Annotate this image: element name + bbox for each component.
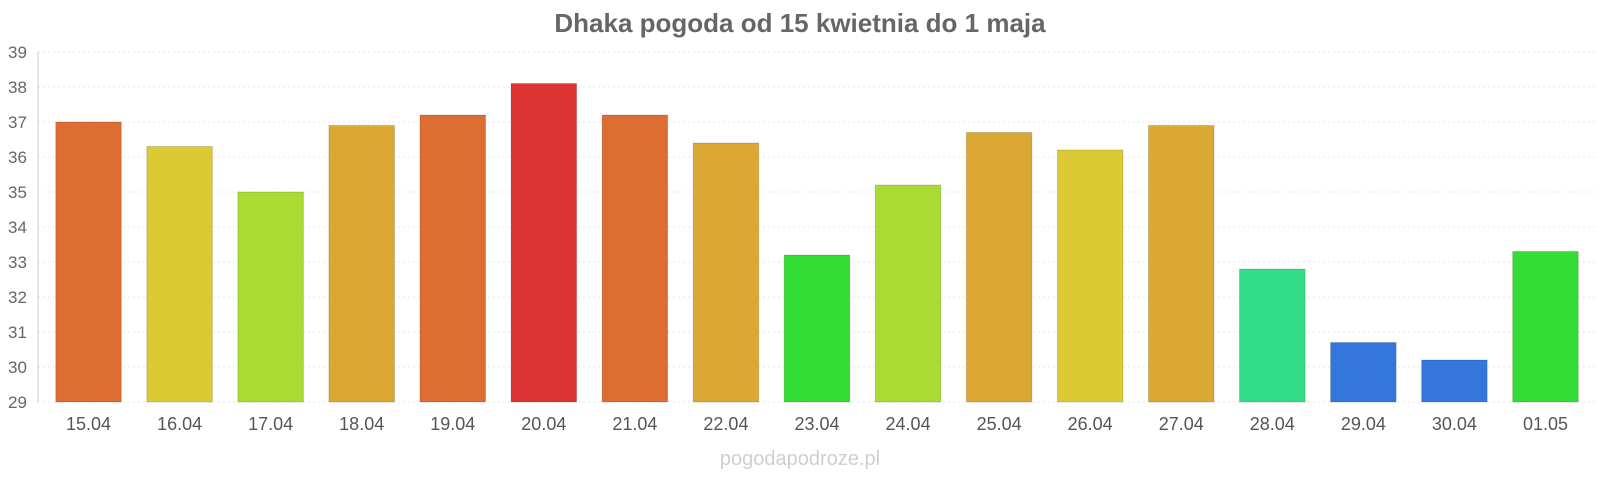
bar-30.04[interactable] [1421, 359, 1488, 403]
x-tick-label: 18.04 [339, 414, 384, 434]
bar-15.04[interactable] [55, 121, 122, 403]
y-tick-label: 38 [8, 78, 27, 97]
y-tick-label: 29 [8, 393, 27, 412]
x-tick-label: 01.05 [1523, 414, 1568, 434]
x-tick-label: 16.04 [157, 414, 202, 434]
bar-27.04[interactable] [1147, 125, 1215, 403]
x-tick-label: 25.04 [977, 414, 1022, 434]
bar-17.04[interactable] [237, 191, 304, 403]
y-tick-label: 36 [8, 148, 27, 167]
bar-26.04[interactable] [1056, 149, 1124, 403]
x-tick-label: 27.04 [1159, 414, 1204, 434]
x-tick-label: 30.04 [1432, 414, 1477, 434]
y-tick-label: 30 [8, 358, 27, 377]
bar-16.04[interactable] [146, 146, 213, 403]
y-tick-label: 39 [8, 43, 27, 62]
x-tick-label: 17.04 [248, 414, 293, 434]
y-tick-label: 32 [8, 288, 27, 307]
bar-24.04[interactable] [874, 184, 942, 403]
bar-28.04[interactable] [1239, 268, 1306, 403]
bar-01.05[interactable] [1512, 251, 1579, 403]
y-tick-label: 33 [8, 253, 27, 272]
bar-18.04[interactable] [328, 125, 395, 403]
y-tick-label: 37 [8, 113, 27, 132]
bar-21.04[interactable] [601, 114, 669, 403]
x-tick-label: 23.04 [794, 414, 839, 434]
x-tick-label: 19.04 [430, 414, 475, 434]
watermark: pogodapodroze.pl [719, 448, 881, 470]
bar-23.04[interactable] [783, 254, 851, 403]
x-tick-label: 26.04 [1068, 414, 1113, 434]
y-tick-label: 34 [8, 218, 27, 237]
x-tick-label: 22.04 [703, 414, 748, 434]
bars [55, 83, 1579, 403]
bar-22.04[interactable] [692, 142, 760, 403]
x-tick-label: 21.04 [612, 414, 657, 434]
x-tick-label: 28.04 [1250, 414, 1295, 434]
x-tick-label: 15.04 [66, 414, 111, 434]
bar-20.04[interactable] [510, 83, 578, 403]
bar-19.04[interactable] [419, 114, 487, 403]
chart-title: Dhaka pogoda od 15 kwietnia do 1 maja [554, 8, 1046, 38]
x-tick-label: 24.04 [886, 414, 931, 434]
y-tick-label: 35 [8, 183, 27, 202]
x-axis-ticks: 15.04 16.04 17.04 18.04 19.04 20.04 21.04 22.04… [66, 414, 1568, 434]
y-axis-ticks: 29 30 31 32 33 34 35 36 37 38 39 [8, 43, 27, 412]
bar-25.04[interactable] [965, 132, 1033, 403]
x-tick-label: 20.04 [521, 414, 566, 434]
x-tick-label: 29.04 [1341, 414, 1386, 434]
y-tick-label: 31 [8, 323, 27, 342]
bar-29.04[interactable] [1330, 342, 1397, 403]
